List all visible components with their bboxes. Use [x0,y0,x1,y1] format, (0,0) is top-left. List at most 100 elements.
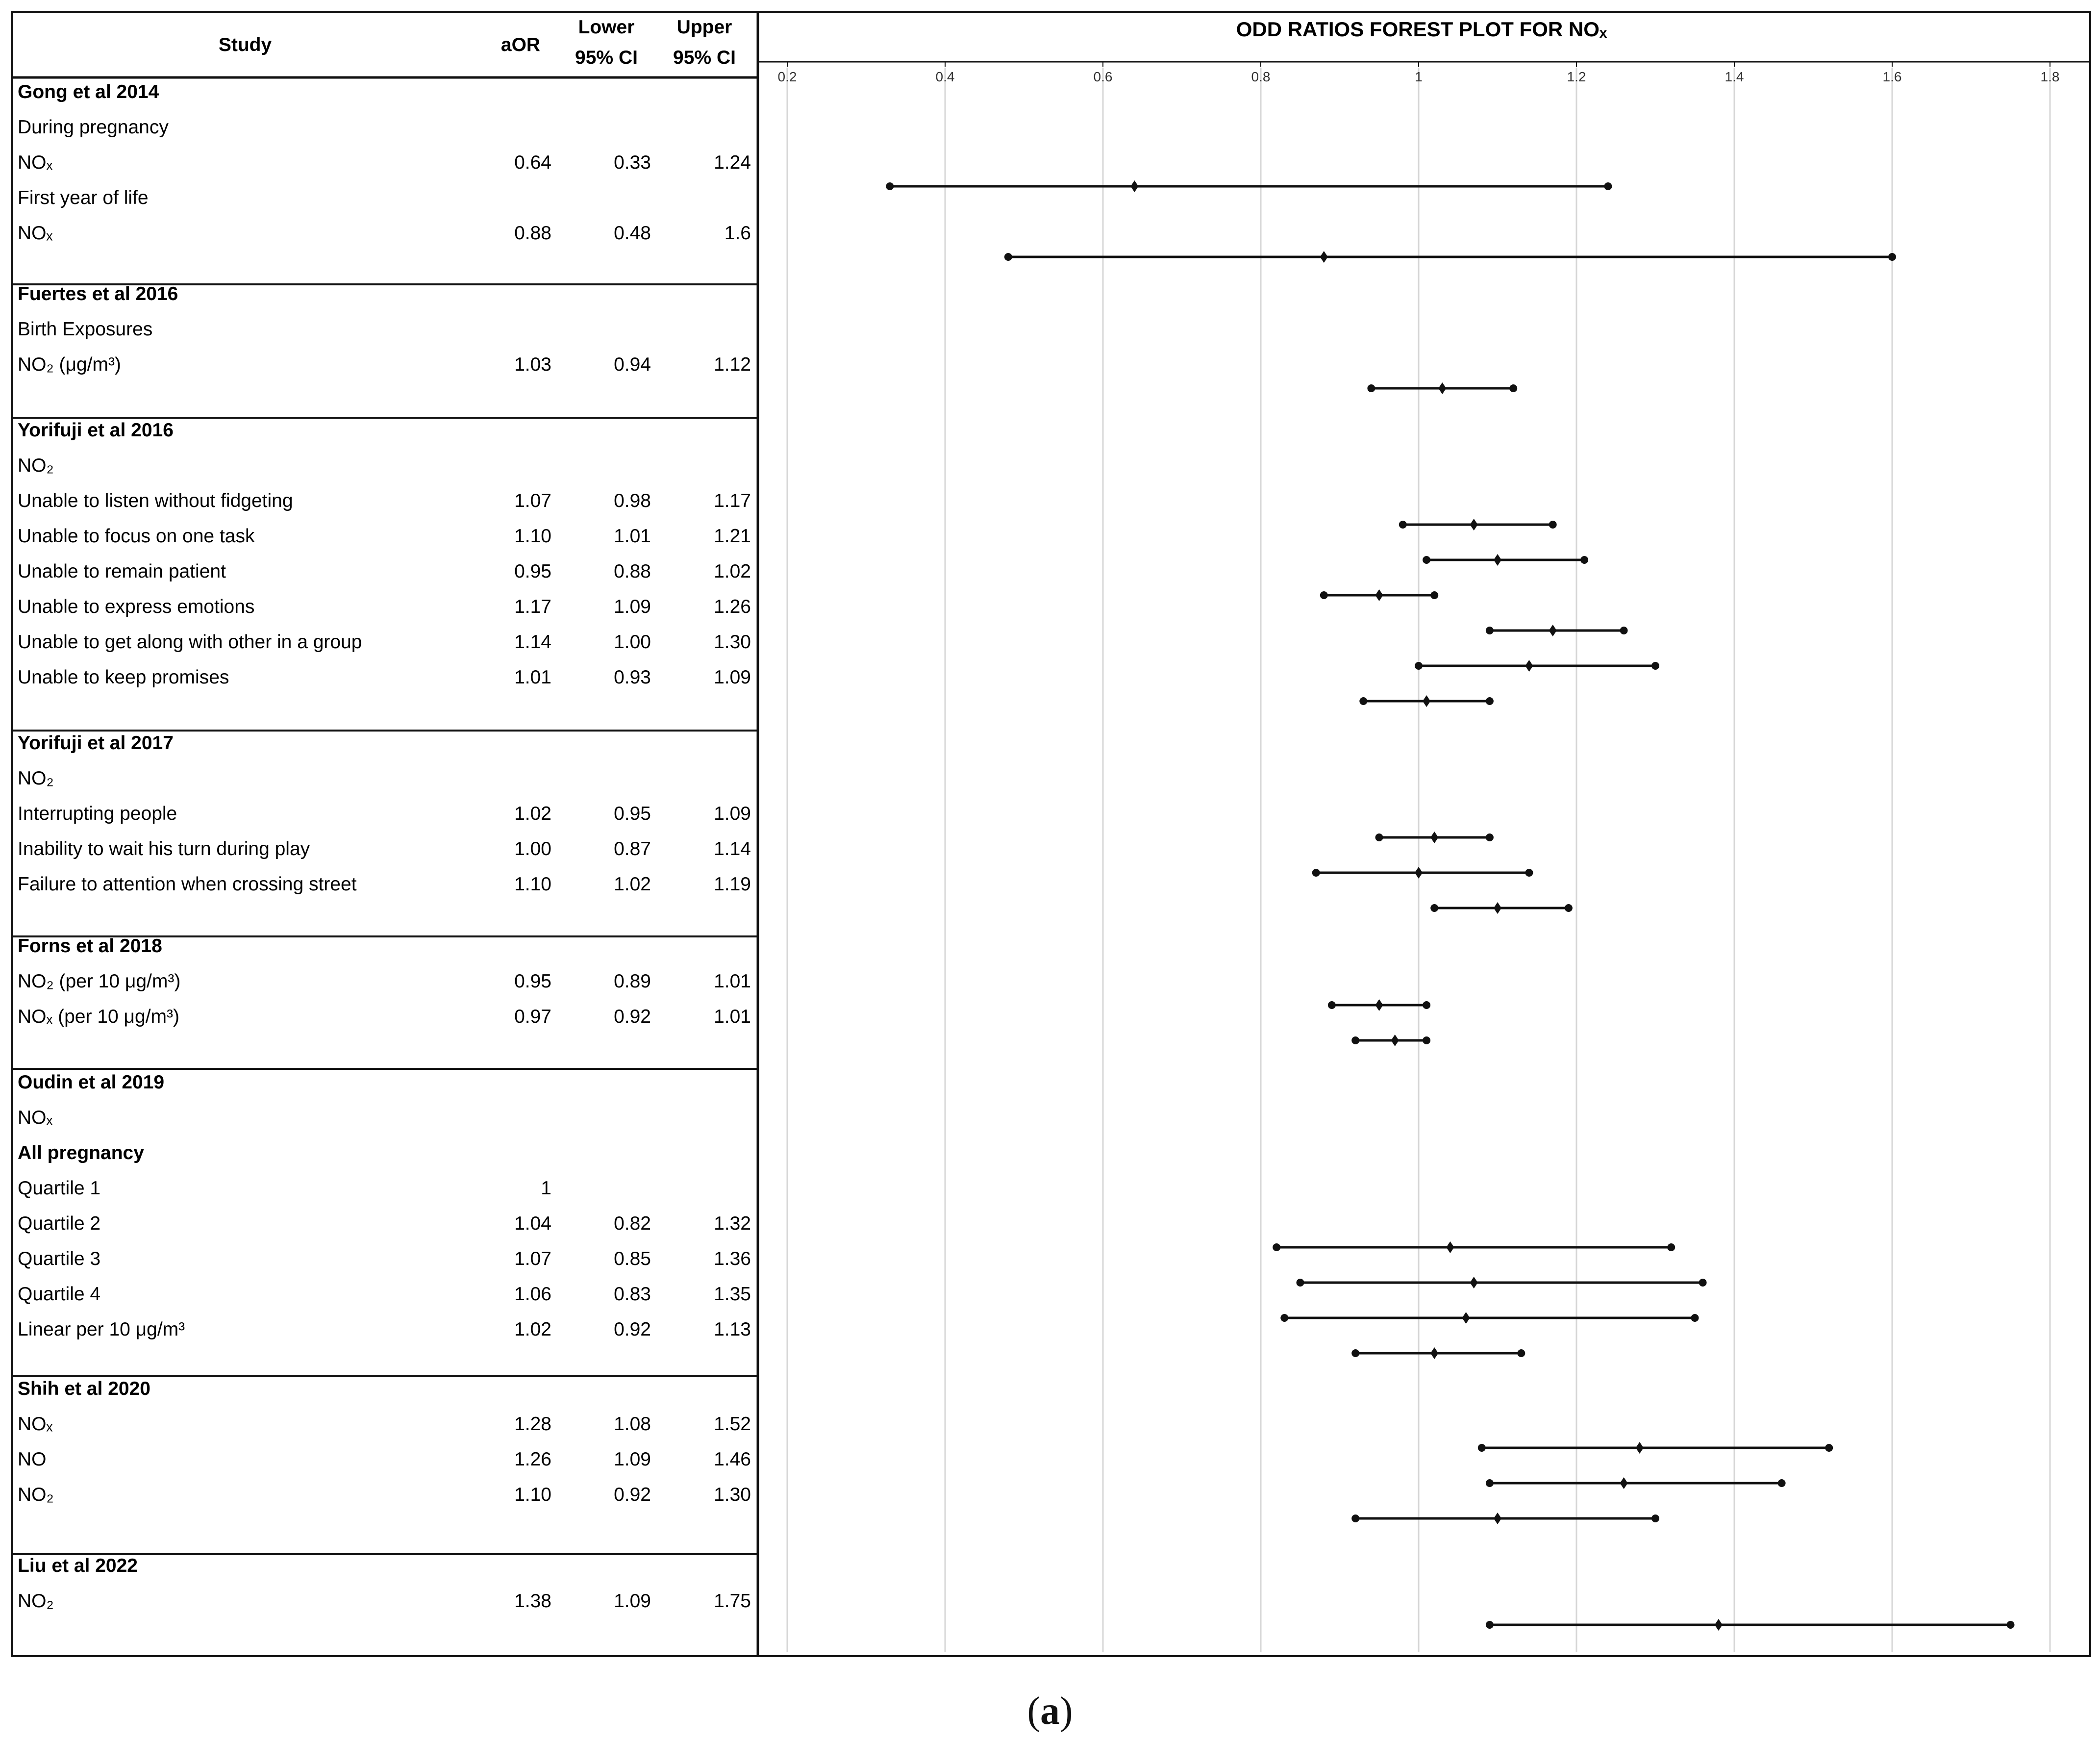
row-aor: 1.02 [514,803,551,824]
row-upper-ci: 1.12 [714,354,751,375]
row-aor: 1.02 [514,1319,551,1340]
ci-upper-point [1549,521,1557,529]
row-lower-ci: 1.00 [614,631,651,653]
header-lower-line1: Lower [578,17,635,38]
estimate-point [1525,660,1533,672]
ci-upper-point [1651,662,1659,670]
ci-upper-point [1651,1515,1659,1522]
group-title: Yorifuji et al 2016 [18,420,174,441]
row-upper-ci: 1.75 [714,1591,751,1612]
row-lower-ci: 0.33 [614,152,651,173]
row-label: Unable to get along with other in a grou… [18,631,362,653]
row-label: NO₂ [18,455,54,476]
ci-upper-point [1825,1444,1833,1452]
row-label: Unable to focus on one task [18,526,255,547]
row-aor: 1.06 [514,1284,551,1305]
row-aor: 1.00 [514,838,551,859]
row-aor: 1.07 [514,1248,551,1269]
row-aor: 1.01 [514,667,551,688]
ci-upper-point [1620,627,1628,634]
ci-upper-point [1699,1279,1707,1287]
ci-upper-point [1430,591,1439,599]
row-upper-ci: 1.14 [714,838,751,859]
figure-caption: (a) [0,1689,2100,1734]
group-title: Fuertes et al 2016 [18,283,178,304]
row-aor: 1.04 [514,1213,551,1234]
row-upper-ci: 1.6 [725,223,751,244]
group-title: Yorifuji et al 2017 [18,732,174,754]
row-lower-ci: 0.83 [614,1284,651,1305]
row-aor: 1.10 [514,874,551,895]
ci-lower-point [1415,662,1423,670]
row-lower-ci: 1.02 [614,874,651,895]
row-lower-ci: 0.88 [614,561,651,582]
ci-lower-point [1399,521,1407,529]
row-label: Quartile 4 [18,1284,100,1305]
row-lower-ci: 0.92 [614,1006,651,1027]
estimate-point [1635,1442,1644,1454]
ci-lower-point [1367,384,1375,392]
group-title: Oudin et al 2019 [18,1072,164,1093]
row-lower-ci: 0.93 [614,667,651,688]
row-label: During pregnancy [18,117,169,138]
row-upper-ci: 1.46 [714,1449,751,1470]
row-aor: 1.17 [514,596,551,617]
row-lower-ci: 0.48 [614,223,651,244]
row-lower-ci: 1.09 [614,596,651,617]
ci-lower-point [886,182,894,190]
estimate-point [1438,382,1447,394]
row-upper-ci: 1.36 [714,1248,751,1269]
row-label: NOₓ [18,223,53,244]
x-tick-label: 1.4 [1725,69,1744,84]
row-lower-ci: 0.87 [614,838,651,859]
row-upper-ci: 1.26 [714,596,751,617]
ci-lower-point [1320,591,1328,599]
estimate-point [1320,251,1328,263]
ci-upper-point [1509,384,1518,392]
row-aor: 1.14 [514,631,551,653]
ci-lower-point [1430,904,1439,912]
row-aor: 1.38 [514,1591,551,1612]
row-lower-ci: 0.92 [614,1319,651,1340]
ci-lower-point [1485,1479,1494,1487]
row-label: All pregnancy [18,1142,144,1163]
caption-open: ( [1027,1690,1040,1733]
ci-lower-point [1485,627,1494,634]
row-aor: 1.26 [514,1449,551,1470]
estimate-point [1375,589,1383,601]
ci-lower-point [1375,833,1383,841]
group-title: Forns et al 2018 [18,935,162,957]
row-label: Interrupting people [18,803,177,824]
ci-upper-point [1485,697,1494,705]
row-label: Quartile 1 [18,1178,100,1199]
row-aor: 0.88 [514,223,551,244]
ci-upper-point [1517,1349,1525,1357]
header-study: Study [219,34,272,55]
row-lower-ci: 0.98 [614,490,651,511]
ci-lower-point [1351,1515,1360,1522]
row-label: Inability to wait his turn during play [18,838,310,859]
row-upper-ci: 1.24 [714,152,751,173]
row-upper-ci: 1.21 [714,526,751,547]
row-label: NO₂ (μg/m³) [18,354,121,375]
row-label: Quartile 2 [18,1213,100,1234]
row-label: NOₓ [18,1414,53,1435]
row-label: NO₂ [18,1484,54,1505]
table-frame [11,11,2091,1657]
estimate-point [1714,1619,1723,1631]
ci-upper-point [1604,182,1612,190]
row-upper-ci: 1.52 [714,1414,751,1435]
x-tick-label: 1.2 [1567,69,1586,84]
ci-lower-point [1359,697,1368,705]
row-label: NO₂ [18,1591,54,1612]
caption-close: ) [1060,1690,1073,1733]
row-label: Unable to listen without fidgeting [18,490,293,511]
row-label: Quartile 3 [18,1248,100,1269]
ci-upper-point [2006,1621,2015,1629]
row-label: NOₓ [18,152,53,173]
estimate-point [1549,625,1557,636]
ci-lower-point [1327,1001,1336,1009]
row-upper-ci: 1.13 [714,1319,751,1340]
